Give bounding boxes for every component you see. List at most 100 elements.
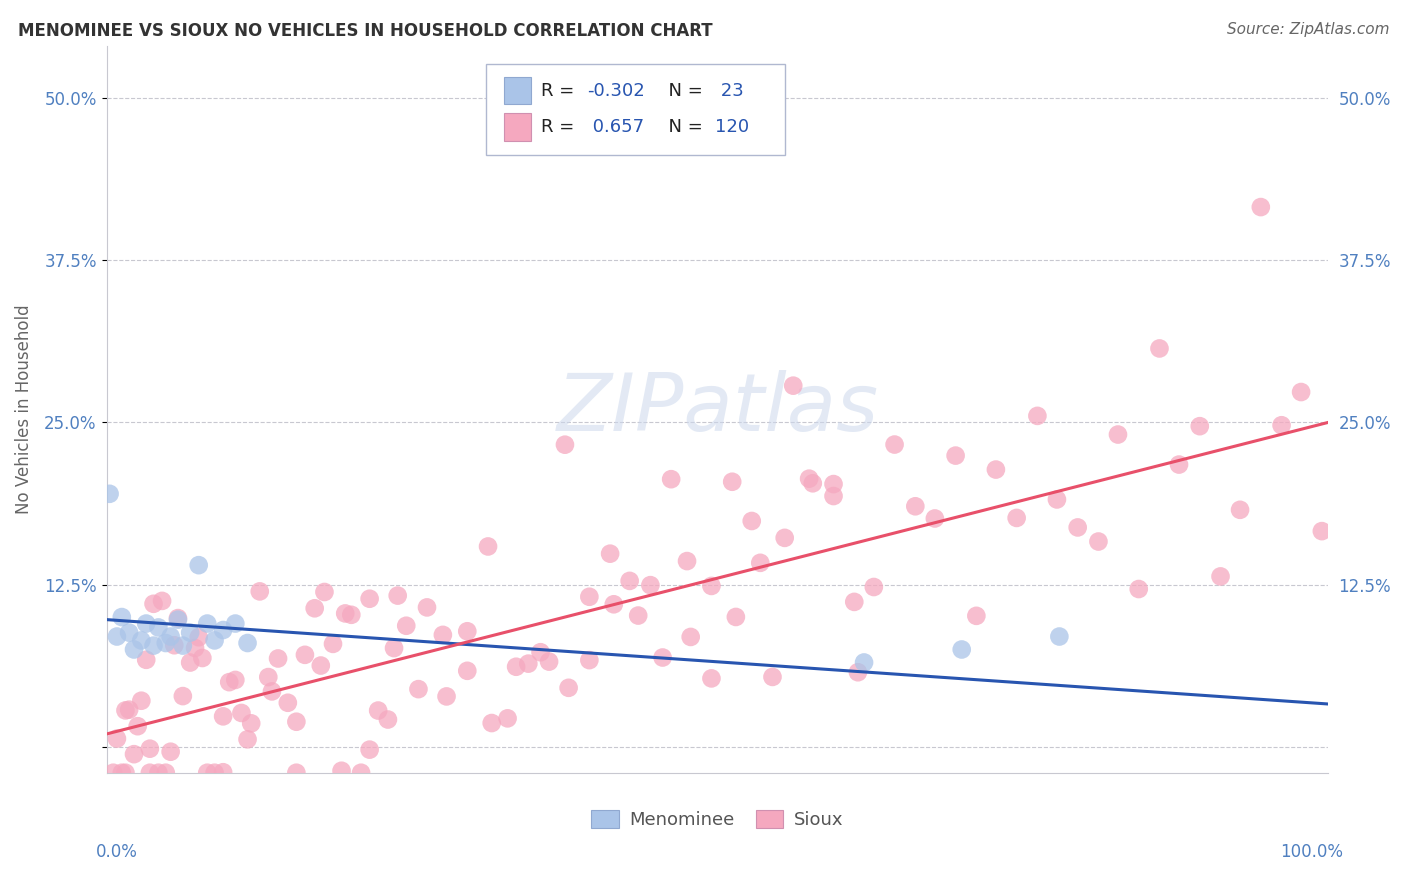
Point (844, 595, 866, 609)
Point (846, 665, 869, 680)
Point (1209, 569, 1232, 583)
Point (159, 630, 181, 644)
Point (212, 765, 235, 780)
Point (224, 616, 246, 631)
Point (557, 681, 579, 695)
Point (700, 672, 723, 686)
Point (619, 574, 641, 588)
Point (554, 438, 576, 452)
Point (340, 607, 363, 622)
Point (322, 637, 344, 651)
Point (496, 711, 519, 725)
Point (139, 765, 162, 780)
Point (924, 511, 946, 525)
Point (309, 658, 332, 673)
Text: R =: R = (540, 118, 579, 136)
Point (721, 475, 744, 489)
Point (749, 556, 772, 570)
Point (131, 633, 153, 648)
Point (761, 670, 783, 684)
Point (1270, 418, 1292, 433)
Point (1289, 384, 1312, 399)
Text: 120: 120 (716, 118, 749, 136)
Point (148, 620, 170, 634)
Point (1107, 427, 1129, 442)
Point (1046, 492, 1069, 507)
Point (481, 716, 503, 731)
Point (1310, 524, 1333, 538)
Text: ZIPatlas: ZIPatlas (557, 370, 879, 449)
Point (797, 472, 820, 486)
Point (350, 765, 373, 780)
Point (603, 597, 626, 611)
Point (122, 642, 145, 657)
Point (862, 580, 884, 594)
Point (640, 578, 662, 592)
Point (127, 719, 149, 733)
Point (1128, 582, 1150, 596)
Point (965, 608, 987, 623)
Point (155, 765, 177, 780)
Point (212, 709, 235, 723)
Point (529, 645, 551, 659)
Point (904, 500, 927, 514)
Point (135, 653, 157, 667)
Point (159, 745, 181, 759)
Point (285, 714, 308, 729)
Point (659, 472, 682, 486)
FancyBboxPatch shape (485, 64, 785, 155)
Point (1047, 630, 1070, 644)
Point (179, 625, 201, 640)
Point (823, 477, 845, 491)
Point (212, 623, 235, 637)
Point (294, 648, 316, 662)
Point (517, 657, 540, 671)
Point (131, 694, 153, 708)
Point (142, 639, 165, 653)
Point (700, 579, 723, 593)
Point (314, 585, 336, 599)
Point (179, 656, 201, 670)
Point (236, 636, 259, 650)
Point (782, 378, 804, 392)
Point (105, 630, 128, 644)
Point (432, 628, 454, 642)
Text: R =: R = (540, 81, 579, 100)
Legend: Menominee, Sioux: Menominee, Sioux (585, 803, 851, 837)
Point (148, 765, 170, 780)
Point (105, 731, 128, 746)
Point (505, 659, 527, 673)
Point (627, 608, 650, 623)
Point (191, 651, 214, 665)
Point (538, 655, 561, 669)
Point (724, 610, 747, 624)
Point (150, 594, 173, 608)
Point (853, 656, 876, 670)
Point (218, 675, 240, 690)
Point (367, 704, 389, 718)
Point (167, 611, 190, 625)
Point (1149, 342, 1171, 356)
Point (114, 765, 136, 780)
Point (249, 584, 271, 599)
Bar (503, 113, 531, 141)
Point (118, 625, 141, 640)
Point (335, 607, 357, 621)
Point (122, 747, 145, 761)
Point (224, 673, 246, 687)
Text: 0.657: 0.657 (586, 118, 644, 136)
Point (139, 741, 162, 756)
Point (111, 765, 134, 780)
Point (285, 765, 308, 780)
Point (103, 765, 125, 780)
Point (984, 462, 1007, 476)
Point (187, 630, 209, 644)
Point (277, 696, 299, 710)
Point (676, 554, 699, 568)
Point (387, 589, 409, 603)
Y-axis label: No Vehicles in Household: No Vehicles in Household (15, 305, 32, 515)
Point (408, 682, 430, 697)
Point (204, 765, 226, 780)
Point (304, 601, 326, 615)
Point (773, 531, 796, 545)
